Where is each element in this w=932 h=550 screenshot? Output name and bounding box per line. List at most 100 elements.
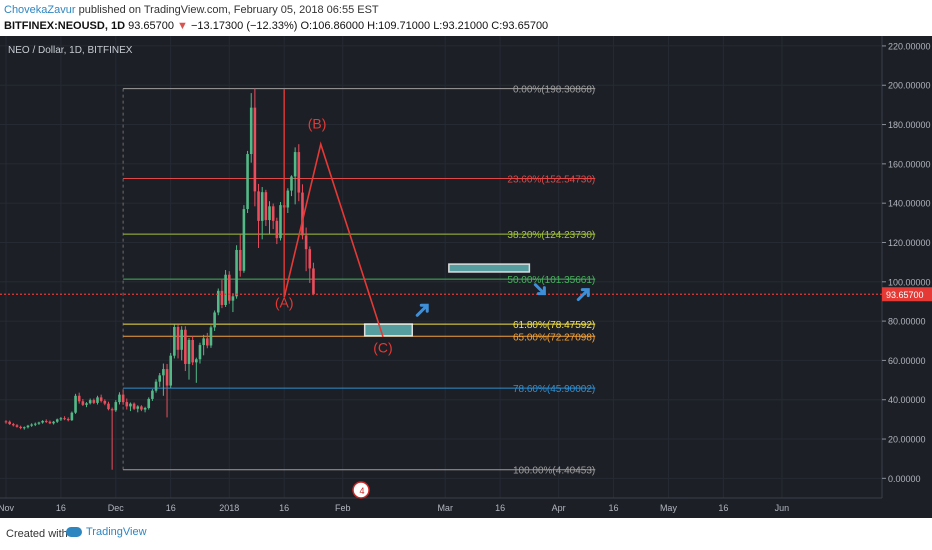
candle-body xyxy=(216,290,220,313)
wave-label: (B) xyxy=(308,115,327,131)
current-price-label: 93.65700 xyxy=(886,290,924,300)
candle-body xyxy=(103,400,107,404)
price-tick-label: 40.00000 xyxy=(888,395,926,405)
current-price-tag xyxy=(882,287,932,302)
candle-body xyxy=(147,398,151,408)
created-with-text: Created with xyxy=(6,528,68,540)
time-tick-label: 16 xyxy=(495,503,505,513)
candle-body xyxy=(191,339,194,363)
candle-body xyxy=(37,422,41,424)
candle-body xyxy=(15,425,19,427)
candle-body xyxy=(209,327,213,346)
candle-body xyxy=(140,406,143,410)
candle-body xyxy=(12,424,15,426)
candle-body xyxy=(231,296,235,301)
candle-body xyxy=(52,421,55,424)
price-tick-label: 220.00000 xyxy=(888,41,931,51)
fib-level-label: 61.80%(78.47592) xyxy=(513,320,595,331)
candle-body xyxy=(96,397,99,403)
candle-body xyxy=(301,192,304,236)
time-tick-label: Nov xyxy=(0,503,14,513)
candle-body xyxy=(268,206,271,221)
candle-body xyxy=(23,427,26,429)
candle-body xyxy=(55,419,59,422)
direction-arrow-icon xyxy=(415,303,429,317)
candle-body xyxy=(246,154,249,210)
candlestick-chart[interactable]: 0.00000 20.00000 40.00000 60.00000 80.00000 1… xyxy=(0,36,932,518)
candle-body xyxy=(290,176,293,191)
fib-level-label: 78.60%(45.90002) xyxy=(513,384,595,395)
candle-body xyxy=(114,402,118,411)
candle-body xyxy=(19,426,22,429)
candle-body xyxy=(85,403,88,405)
candle-body xyxy=(308,249,312,269)
time-tick-label: Apr xyxy=(552,503,566,513)
candle-body xyxy=(173,327,176,356)
event-badge-icon xyxy=(352,481,370,499)
candle-body xyxy=(257,191,260,221)
chart-title: NEO / Dollar, 1D, BITFINEX xyxy=(8,45,133,56)
price-tick-label: 20.00000 xyxy=(888,435,926,445)
target-zone xyxy=(448,263,531,273)
candle-body xyxy=(162,369,165,376)
wave-label: (C) xyxy=(373,340,392,356)
direction-arrow-icon xyxy=(533,283,546,296)
candle-body xyxy=(30,424,33,426)
candle-body xyxy=(158,375,162,382)
candle-body xyxy=(220,290,224,305)
price-tick-label: 200.00000 xyxy=(888,81,931,91)
candle-body xyxy=(92,400,96,403)
fib-level-label: 65.00%(72.27098) xyxy=(513,332,595,343)
candle-body xyxy=(121,394,125,403)
publish-line: ChovekaZavur published on TradingView.co… xyxy=(4,4,379,16)
price-tick-label: 0.00000 xyxy=(888,474,921,484)
candle-body xyxy=(110,409,114,411)
candle-body xyxy=(74,395,77,413)
candle-body xyxy=(202,338,205,346)
price-change: −13.17300 (−12.33%) xyxy=(190,20,298,32)
chart-area[interactable] xyxy=(0,36,932,518)
candle-body xyxy=(235,249,238,297)
price-tick-label: 160.00000 xyxy=(888,159,931,169)
candle-body xyxy=(312,268,315,295)
time-tick-label: 16 xyxy=(166,503,176,513)
target-zone xyxy=(363,323,414,337)
candle-body xyxy=(279,205,282,239)
candle-body xyxy=(99,397,103,401)
candle-body xyxy=(238,249,242,271)
candle-body xyxy=(195,359,198,363)
fib-level-label: 23.60%(152.54730) xyxy=(507,175,595,186)
candle-body xyxy=(297,152,301,193)
time-tick-label: 16 xyxy=(56,503,66,513)
author-link[interactable]: ChovekaZavur xyxy=(4,4,76,16)
time-tick-label: Mar xyxy=(437,503,453,513)
candle-body xyxy=(154,381,158,391)
candle-body xyxy=(66,418,70,421)
symbol-name: BITFINEX:NEOUSD, 1D xyxy=(4,20,126,32)
time-tick-label: Jun xyxy=(775,503,790,513)
candle-body xyxy=(70,412,74,421)
candle-body xyxy=(33,423,37,425)
ohlc-values: O:106.86000 H:109.71000 L:93.21000 C:93.… xyxy=(300,20,549,32)
last-price: 93.65700 xyxy=(128,20,174,32)
candle-body xyxy=(41,420,44,423)
time-tick-label: 2018 xyxy=(219,503,239,513)
candle-body xyxy=(271,206,275,221)
candle-body xyxy=(48,421,52,424)
event-badge-count: 4 xyxy=(360,486,365,496)
candle-body xyxy=(118,394,121,403)
candle-body xyxy=(143,407,147,410)
candle-body xyxy=(88,400,92,404)
tradingview-logo-icon xyxy=(66,527,82,537)
candle-body xyxy=(125,402,129,407)
candle-body xyxy=(26,425,30,428)
tradingview-brand[interactable]: TradingView xyxy=(66,526,147,538)
time-tick-label: 16 xyxy=(718,503,728,513)
candle-body xyxy=(132,403,136,409)
symbol-line: BITFINEX:NEOUSD, 1D 93.65700 ▼ −13.17300… xyxy=(4,20,548,32)
fib-level-label: 50.00%(101.35661) xyxy=(507,275,595,286)
publish-info: published on TradingView.com, February 0… xyxy=(78,4,379,16)
candle-body xyxy=(260,192,264,221)
candle-body xyxy=(264,192,268,221)
candle-body xyxy=(136,406,140,409)
